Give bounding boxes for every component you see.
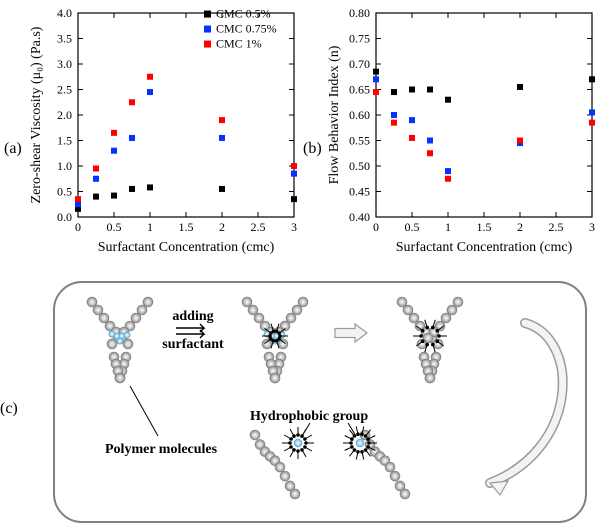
svg-text:2.5: 2.5 <box>57 83 72 97</box>
svg-text:0.5: 0.5 <box>405 220 420 234</box>
svg-text:3: 3 <box>291 220 297 234</box>
svg-text:0.5: 0.5 <box>57 185 72 199</box>
panel-label-a: (a) <box>4 140 22 158</box>
svg-text:2: 2 <box>219 220 225 234</box>
svg-text:0.55: 0.55 <box>349 134 370 148</box>
svg-text:0.75: 0.75 <box>349 32 370 46</box>
svg-text:0.45: 0.45 <box>349 185 370 199</box>
svg-text:CMC 0.5%: CMC 0.5% <box>216 7 271 21</box>
svg-text:0.5: 0.5 <box>107 220 122 234</box>
svg-text:1.5: 1.5 <box>477 220 492 234</box>
svg-text:Surfactant Concentration (cmc): Surfactant Concentration (cmc) <box>396 240 573 255</box>
svg-text:3.5: 3.5 <box>57 32 72 46</box>
svg-text:0.65: 0.65 <box>349 83 370 97</box>
svg-text:4.0: 4.0 <box>57 6 72 20</box>
svg-text:3: 3 <box>589 220 595 234</box>
svg-text:CMC 0.75%: CMC 0.75% <box>216 22 277 36</box>
svg-text:CMC 1%: CMC 1% <box>216 37 262 51</box>
svg-text:1.5: 1.5 <box>179 220 194 234</box>
svg-text:Flow Behavior Index (n): Flow Behavior Index (n) <box>327 45 342 184</box>
svg-text:3.0: 3.0 <box>57 57 72 71</box>
svg-text:surfactant: surfactant <box>162 337 224 352</box>
svg-text:Surfactant Concentration (cmc): Surfactant Concentration (cmc) <box>98 240 275 255</box>
svg-text:2.0: 2.0 <box>57 108 72 122</box>
mechanism-diagram: adding surfactant Polymer molecules Hydroph… <box>50 278 590 528</box>
chart-flow-behavior-index: 0 0.5 1 1.5 2 2.5 3 0.40 0.45 0.50 0.55 0.60 0.65 0.7… <box>322 5 600 265</box>
svg-text:2.5: 2.5 <box>549 220 564 234</box>
svg-text:0.80: 0.80 <box>349 6 370 20</box>
chart-zero-shear-viscosity: 0 0.5 1 1.5 2 2.5 3 0.0 0.5 1.0 1.5 2.0 2.5 3.0 3.5 4.0… <box>24 5 302 265</box>
svg-text:Zero-shear Viscosity (μ₀) (Pa.: Zero-shear Viscosity (μ₀) (Pa.s) <box>29 26 44 203</box>
svg-text:1.0: 1.0 <box>57 159 72 173</box>
svg-text:0.50: 0.50 <box>349 159 370 173</box>
svg-text:adding: adding <box>172 309 213 324</box>
svg-text:1.5: 1.5 <box>57 134 72 148</box>
svg-text:2: 2 <box>517 220 523 234</box>
svg-text:0.70: 0.70 <box>349 57 370 71</box>
panel-label-c: (c) <box>0 400 18 418</box>
svg-text:0: 0 <box>373 220 379 234</box>
svg-text:1: 1 <box>147 220 153 234</box>
svg-text:1: 1 <box>445 220 451 234</box>
svg-text:0: 0 <box>75 220 81 234</box>
svg-text:Polymer molecules: Polymer molecules <box>105 442 218 457</box>
panel-label-b: (b) <box>303 140 322 158</box>
svg-text:0.60: 0.60 <box>349 108 370 122</box>
svg-text:0.40: 0.40 <box>349 210 370 224</box>
svg-text:2.5: 2.5 <box>251 220 266 234</box>
svg-text:Hydrophobic group: Hydrophobic group <box>250 409 368 424</box>
svg-text:0.0: 0.0 <box>57 210 72 224</box>
